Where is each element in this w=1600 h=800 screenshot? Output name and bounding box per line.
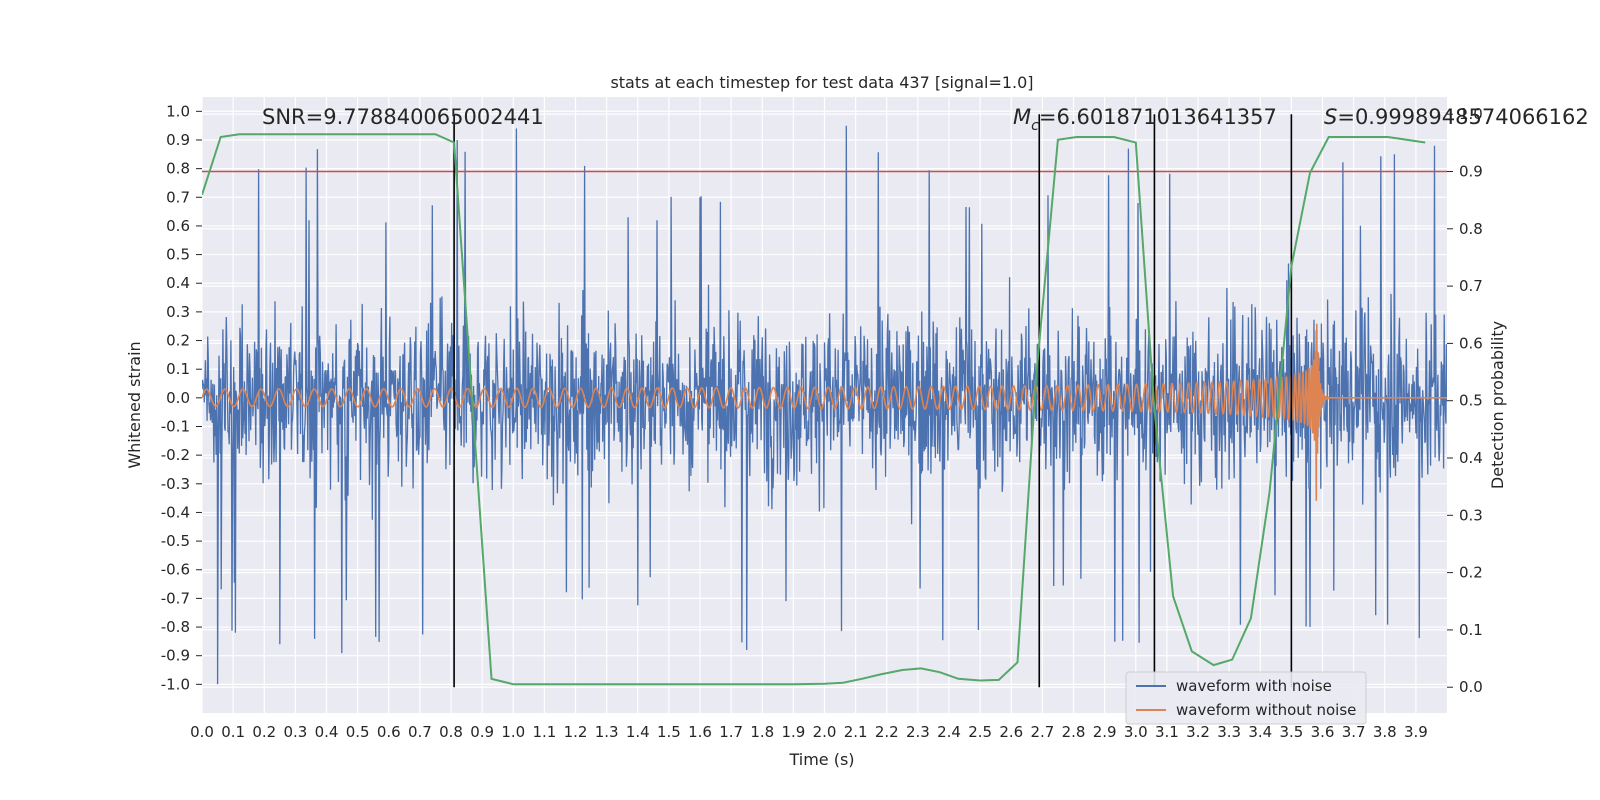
y-axis-ticks: 1.0 0.9 0.8 0.7 0.6 0.5 0.4 0.3 0.2 0.1 0.0 -0.1 -0.… xyxy=(161,102,202,693)
y2-tick-label: 0.6 xyxy=(1459,334,1483,352)
legend-label-noise: waveform with noise xyxy=(1176,677,1332,695)
y-tick-label: 0.4 xyxy=(166,274,190,292)
spin-prefix: S= xyxy=(1324,105,1355,129)
y-tick-label: -0.1 xyxy=(161,417,190,435)
y2-tick-label: 0.1 xyxy=(1459,621,1483,639)
chirp-mass-subscript: c xyxy=(1031,118,1039,134)
snr-annotation: SNR=9.778840065002441 xyxy=(262,105,544,129)
x-tick-label: 2.4 xyxy=(937,723,961,741)
legend-box xyxy=(1125,671,1367,725)
y-tick-label: -0.7 xyxy=(161,589,190,607)
y-tick-label: 0.3 xyxy=(166,303,190,321)
y-tick-label: 0.0 xyxy=(166,389,190,407)
y2-tick-label: 1.0 xyxy=(1459,105,1483,123)
y-tick-label: 0.5 xyxy=(166,246,190,264)
x-tick-label: 2.6 xyxy=(999,723,1023,741)
x-tick-label: 1.5 xyxy=(657,723,681,741)
x-tick-label: 3.8 xyxy=(1373,723,1397,741)
y-tick-label: 1.0 xyxy=(166,102,190,120)
y-tick-label: 0.7 xyxy=(166,188,190,206)
x-tick-label: 3.2 xyxy=(1186,723,1210,741)
x-tick-label: 2.8 xyxy=(1062,723,1086,741)
x-tick-label: 1.8 xyxy=(750,723,774,741)
y-tick-label: -0.5 xyxy=(161,532,190,550)
x-tick-label: 2.7 xyxy=(1030,723,1054,741)
legend-label-clean: waveform without noise xyxy=(1176,701,1356,719)
x-tick-label: 1.7 xyxy=(719,723,743,741)
x-tick-label: 3.3 xyxy=(1217,723,1241,741)
x-tick-label: 0.3 xyxy=(283,723,307,741)
x-tick-label: 3.6 xyxy=(1311,723,1335,741)
y2-tick-label: 0.9 xyxy=(1459,162,1483,180)
chirp-mass-value: 6.601871013641357 xyxy=(1056,105,1276,129)
x-tick-label: 3.0 xyxy=(1124,723,1148,741)
y2-tick-label: 0.0 xyxy=(1459,678,1483,696)
x-tick-label: 1.9 xyxy=(781,723,805,741)
x-tick-label: 0.6 xyxy=(377,723,401,741)
chirp-mass-annotation: Mc=6.601871013641357 xyxy=(1013,105,1277,134)
x-tick-label: 0.1 xyxy=(221,723,245,741)
x-tick-label: 1.4 xyxy=(626,723,650,741)
y2-tick-label: 0.5 xyxy=(1459,392,1483,410)
y-tick-label: -0.8 xyxy=(161,618,190,636)
x-tick-label: 1.2 xyxy=(564,723,588,741)
x-tick-label: 0.7 xyxy=(408,723,432,741)
spin-annotation: S=0.9998948574066162 xyxy=(1324,105,1589,129)
y2-tick-label: 0.2 xyxy=(1459,564,1483,582)
x-tick-label: 0.2 xyxy=(252,723,276,741)
y-tick-label: -0.4 xyxy=(161,503,190,521)
x-tick-label: 1.1 xyxy=(532,723,556,741)
y-tick-label: -0.6 xyxy=(161,561,190,579)
chirp-mass-equals: = xyxy=(1039,105,1057,129)
y-tick-label: -0.9 xyxy=(161,647,190,665)
y-tick-label: 0.2 xyxy=(166,332,190,350)
x-tick-label: 2.0 xyxy=(813,723,837,741)
x-tick-label: 1.3 xyxy=(595,723,619,741)
x-tick-label: 2.3 xyxy=(906,723,930,741)
x-axis-label: Time (s) xyxy=(788,750,854,769)
y2-tick-label: 0.8 xyxy=(1459,220,1483,238)
legend: waveform with noise waveform without noi… xyxy=(1125,671,1367,725)
x-tick-label: 0.9 xyxy=(470,723,494,741)
series-line-clean xyxy=(202,323,1447,501)
x-tick-label: 1.6 xyxy=(688,723,712,741)
x-tick-label: 1.0 xyxy=(501,723,525,741)
y2-axis-label: Detection probability xyxy=(1488,321,1507,489)
x-tick-label: 0.4 xyxy=(315,723,339,741)
x-tick-label: 3.9 xyxy=(1404,723,1428,741)
x-tick-label: 0.0 xyxy=(190,723,214,741)
y2-tick-label: 0.7 xyxy=(1459,277,1483,295)
chart-title: stats at each timestep for test data 437… xyxy=(610,73,1033,92)
x-tick-label: 0.5 xyxy=(346,723,370,741)
x-axis-ticks: 0.0 0.1 0.2 0.3 0.4 0.5 0.6 0.7 0.8 0.9 1.0 1.1 1.2 1… xyxy=(190,723,1428,741)
x-tick-label: 2.1 xyxy=(844,723,868,741)
y-tick-label: -0.2 xyxy=(161,446,190,464)
y2-tick-label: 0.3 xyxy=(1459,506,1483,524)
x-tick-label: 3.1 xyxy=(1155,723,1179,741)
spin-value: 0.9998948574066162 xyxy=(1355,105,1589,129)
series-line-detection xyxy=(202,133,1426,686)
x-tick-label: 3.4 xyxy=(1248,723,1272,741)
y-axis-label: Whitened strain xyxy=(125,341,144,468)
y-tick-label: 0.1 xyxy=(166,360,190,378)
y2-tick-label: 0.4 xyxy=(1459,449,1483,467)
y-tick-label: 0.8 xyxy=(166,160,190,178)
series-group xyxy=(202,114,1447,688)
x-tick-label: 3.7 xyxy=(1342,723,1366,741)
x-tick-label: 0.8 xyxy=(439,723,463,741)
y-tick-label: -0.3 xyxy=(161,475,190,493)
chirp-mass-symbol: M xyxy=(1013,105,1031,129)
y-tick-label: 0.6 xyxy=(166,217,190,235)
x-tick-label: 2.9 xyxy=(1093,723,1117,741)
y-tick-label: -1.0 xyxy=(161,675,190,693)
series-layer xyxy=(202,114,1447,688)
x-tick-label: 2.5 xyxy=(968,723,992,741)
x-tick-label: 2.2 xyxy=(875,723,899,741)
x-tick-label: 3.5 xyxy=(1279,723,1303,741)
y-tick-label: 0.9 xyxy=(166,131,190,149)
y2-axis-ticks: 1.0 0.9 0.8 0.7 0.6 0.5 0.4 0.3 0.2 0.1 0.0 xyxy=(1447,105,1483,696)
